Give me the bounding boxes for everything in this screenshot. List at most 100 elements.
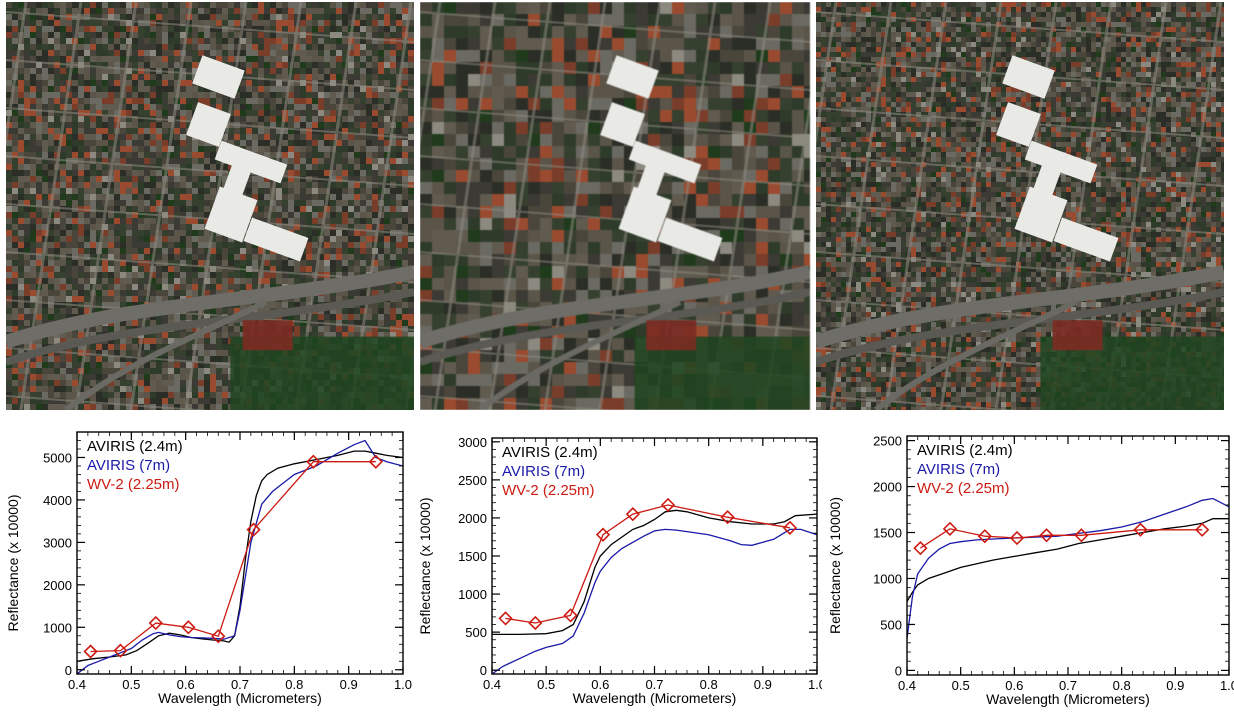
- wv2-marker: [977, 529, 992, 544]
- x-tick-label: 0.4: [898, 678, 916, 693]
- x-tick-label: 1.0: [808, 677, 822, 692]
- legend-entry-3: WV-2 (2.25m): [87, 476, 180, 493]
- series-line-2: [492, 528, 817, 674]
- y-axis-label: Reflectance (x 10000): [827, 497, 843, 634]
- y-tick-label: 500: [880, 617, 902, 632]
- legend-entry-1: AVIRIS (2.4m): [87, 438, 183, 455]
- x-tick-label: 0.8: [285, 677, 303, 692]
- x-tick-label: 0.6: [177, 677, 195, 692]
- series-line-1: [492, 509, 817, 636]
- wv2-marker: [83, 644, 98, 659]
- y-tick-label: 3000: [43, 535, 72, 550]
- x-tick-label: 0.7: [1059, 678, 1077, 693]
- y-axis-label: Reflectance (x 10000): [417, 498, 433, 635]
- y-tick-label: 2000: [43, 578, 72, 593]
- wv2-marker: [913, 541, 928, 556]
- x-tick-label: 1.0: [394, 677, 412, 692]
- series-line-3: [920, 528, 1203, 549]
- freeway: [816, 265, 1224, 410]
- legend-entry-2: AVIRIS (7m): [502, 463, 585, 480]
- wv2-marker: [1133, 522, 1148, 537]
- x-axis-label: Wavelength (Micrometers): [573, 690, 737, 706]
- x-tick-label: 0.9: [754, 677, 772, 692]
- red-roof-building: [242, 320, 293, 351]
- aerial-image-aviris-7m-canvas: [420, 2, 810, 410]
- wv2-marker: [1195, 522, 1210, 537]
- series-line-1: [907, 518, 1229, 602]
- x-tick-label: 0.8: [1113, 678, 1131, 693]
- x-tick-label: 0.4: [68, 677, 86, 692]
- y-tick-label: 5000: [43, 450, 72, 465]
- y-axis-label: Reflectance (x 10000): [5, 495, 21, 632]
- y-tick-label: 0: [480, 663, 487, 678]
- x-tick-label: 0.7: [645, 677, 663, 692]
- x-axis-label: Wavelength (Micrometers): [158, 690, 322, 706]
- spectral-plot-3-svg: 0.4 0.5 0.6 0.7 0.8 0.9 1.0 0 500 1000 1500 2000 250…: [827, 434, 1234, 707]
- y-tick-label: 1000: [43, 620, 72, 635]
- y-tick-label: 0: [895, 663, 902, 678]
- campus-buildings: [600, 55, 723, 262]
- freeway: [6, 265, 414, 410]
- y-tick-label: 1500: [873, 526, 902, 541]
- x-tick-label: 0.6: [1005, 678, 1023, 693]
- series-line-2: [907, 497, 1229, 639]
- x-tick-label: 0.4: [483, 677, 501, 692]
- legend-entry-1: AVIRIS (2.4m): [917, 442, 1013, 459]
- wv2-marker: [595, 527, 611, 542]
- campus-buildings: [186, 55, 309, 262]
- wv2-marker: [720, 510, 735, 525]
- x-tick-label: 0.6: [591, 677, 609, 692]
- x-axis-label: Wavelength (Micrometers): [986, 691, 1150, 707]
- series-line-2: [77, 439, 403, 674]
- freeway: [420, 265, 810, 410]
- red-roof-building: [646, 320, 697, 351]
- wv2-marker: [148, 615, 163, 631]
- legend-entry-2: AVIRIS (7m): [87, 457, 170, 474]
- y-tick-label: 1500: [458, 549, 487, 564]
- red-roof-building: [1052, 320, 1103, 351]
- x-tick-label: 0.5: [122, 677, 140, 692]
- y-tick-label: 2000: [458, 511, 487, 526]
- y-tick-label: 4000: [43, 493, 72, 508]
- aerial-image-aviris-7m: [420, 2, 828, 410]
- wv2-marker: [498, 611, 513, 626]
- spectral-plot-2-svg: 0.4 0.5 0.6 0.7 0.8 0.9 1.0 0 500 1000 1500 2000 250…: [417, 435, 822, 706]
- spectral-plot-1-svg: 0.4 0.5 0.6 0.7 0.8 0.9 1.0 0 1000 2000 3000 4000 50…: [5, 431, 412, 706]
- x-tick-label: 0.5: [952, 678, 970, 693]
- legend-entry-2: AVIRIS (7m): [917, 461, 1000, 478]
- wv2-marker: [625, 506, 640, 522]
- x-tick-label: 0.8: [700, 677, 718, 692]
- aerial-image-aviris-2.4m-canvas: [6, 2, 414, 410]
- wv2-marker: [181, 620, 196, 635]
- x-tick-label: 0.9: [1166, 678, 1184, 693]
- wv2-marker: [782, 520, 798, 535]
- spectral-plot-2: 0.4 0.5 0.6 0.7 0.8 0.9 1.0 0 500 1000 1500 2000 250…: [412, 412, 822, 713]
- y-tick-label: 0: [65, 663, 72, 678]
- x-tick-label: 1.0: [1220, 678, 1234, 693]
- wv2-marker: [368, 454, 383, 469]
- wv2-marker: [246, 522, 261, 537]
- wv2-marker: [211, 629, 226, 644]
- legend-entry-1: AVIRIS (2.4m): [502, 444, 598, 461]
- wv2-marker: [1074, 528, 1089, 543]
- wv2-marker: [660, 497, 676, 513]
- x-tick-label: 0.9: [340, 677, 358, 692]
- legend-entry-3: WV-2 (2.25m): [917, 480, 1010, 497]
- y-tick-label: 2000: [873, 480, 902, 495]
- y-tick-label: 3000: [458, 435, 487, 450]
- aerial-image-aviris-2.4m: [6, 2, 414, 410]
- wv2-marker: [528, 615, 543, 631]
- y-tick-label: 500: [465, 625, 487, 640]
- wv2-marker: [306, 454, 321, 469]
- spectral-plot-3: 0.4 0.5 0.6 0.7 0.8 0.9 1.0 0 500 1000 1500 2000 250…: [822, 412, 1234, 713]
- y-tick-label: 1000: [873, 571, 902, 586]
- aerial-image-wv2-2.25m: [816, 2, 1224, 410]
- series-line-3: [90, 461, 376, 653]
- campus-buildings: [996, 55, 1119, 262]
- x-tick-label: 0.5: [537, 677, 555, 692]
- spectral-plot-1: 0.4 0.5 0.6 0.7 0.8 0.9 1.0 0 1000 2000 3000 4000 50…: [0, 412, 412, 713]
- wv2-marker: [113, 643, 128, 658]
- wv2-marker: [1039, 528, 1054, 543]
- legend-entry-3: WV-2 (2.25m): [502, 482, 595, 499]
- y-tick-label: 2500: [873, 434, 902, 449]
